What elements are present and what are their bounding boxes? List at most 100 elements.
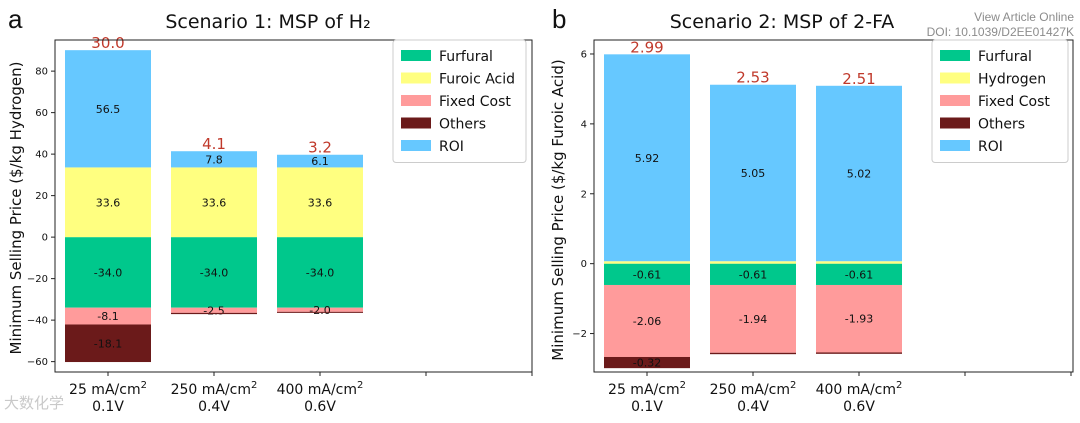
bar-b-hydrogen-1 — [710, 261, 796, 264]
bar-b-hydrogen-2 — [816, 261, 902, 264]
panel-b: b Scenario 2: MSP of 2-FA Minimum Sellin… — [549, 4, 1074, 415]
total-label-a: 3.2 — [308, 139, 332, 157]
x-tick-label-b: 0.6V — [843, 399, 875, 415]
bar-b-others-0 — [604, 356, 690, 369]
x-tick-label-a: 0.4V — [198, 399, 230, 415]
bar-b-fixed-cost-0 — [604, 284, 690, 357]
data-label-a: 33.6 — [96, 196, 121, 209]
total-label-a: 4.1 — [202, 135, 226, 153]
bar-a-furfural-0 — [65, 237, 151, 308]
y-tick-label-a: 60 — [35, 108, 48, 119]
legend-swatch-roi — [940, 140, 970, 151]
legend-label-others: Others — [978, 117, 1025, 133]
bar-a-furfural-1 — [171, 237, 257, 308]
bar-b-fixed-cost-2 — [816, 284, 902, 353]
axes-frame-b — [593, 39, 1074, 373]
bar-a-others-2 — [277, 311, 363, 313]
bar-a-roi-0 — [65, 50, 151, 168]
y-tick-label-b: 2 — [581, 189, 587, 200]
bar-b-fixed-cost-1 — [710, 284, 796, 353]
bar-a-fixed-cost-1 — [171, 307, 257, 313]
total-label-b: 2.51 — [842, 70, 875, 88]
x-tick-label-b: 0.1V — [631, 399, 663, 415]
x-tick-label-a: 400 mA/cm2 — [277, 380, 364, 398]
legend-a: Furfural Furoic Acid Fixed Cost Others ROI — [392, 39, 527, 163]
data-label-a: -2.5 — [203, 304, 224, 317]
bar-b-furfural-1 — [710, 263, 796, 285]
data-label-a: 6.1 — [311, 155, 329, 168]
bar-a-furfural-2 — [277, 237, 363, 308]
panel-label-a: a — [8, 4, 23, 34]
legend-label-furfural: Furfural — [978, 49, 1032, 65]
bar-b-furfural-2 — [816, 263, 902, 285]
data-label-a: -2.0 — [309, 304, 330, 317]
bar-a-roi-2 — [277, 154, 363, 168]
data-label-b: 5.92 — [635, 152, 660, 165]
y-tick-label-b: 0 — [581, 259, 587, 270]
bar-b-roi-2 — [816, 85, 902, 262]
legend-frame-a — [392, 39, 527, 163]
x-tick-label-b: 250 mA/cm2 — [710, 380, 797, 398]
legend-swatch-hydrogen — [940, 72, 970, 84]
legend-swatch-others — [401, 117, 431, 129]
bar-a-furoic-acid-2 — [277, 167, 363, 238]
data-label-a: -8.1 — [97, 310, 118, 323]
legend-swatch-fixed-cost — [940, 95, 970, 106]
y-tick-label-b: 4 — [581, 119, 587, 130]
data-label-b: 5.05 — [741, 167, 766, 180]
y-tick-label-a: −40 — [27, 316, 48, 327]
legend-label-hydrogen: Hydrogen — [978, 72, 1046, 88]
legend-swatch-fixed-cost — [401, 95, 431, 106]
legend-swatch-roi — [401, 140, 431, 151]
bar-b-others-2 — [816, 352, 902, 354]
legend-swatch-furfural — [940, 50, 970, 61]
x-tick-label-b: 25 mA/cm2 — [608, 380, 686, 398]
data-label-a: -34.0 — [94, 266, 122, 279]
chart-title-b: Scenario 2: MSP of 2-FA — [670, 11, 895, 33]
data-label-b: 5.02 — [847, 167, 872, 180]
legend-label-furoic-acid: Furoic Acid — [439, 72, 515, 88]
data-label-a: 33.6 — [202, 196, 227, 209]
bar-a-fixed-cost-2 — [277, 307, 363, 312]
total-label-b: 2.99 — [630, 38, 663, 56]
y-tick-label-b: −2 — [572, 329, 587, 340]
y-axis-label-b: Minimum Selling Price ($/kg Furoic Acid) — [549, 59, 567, 360]
total-label-a: 30.0 — [91, 34, 124, 52]
data-label-b: -0.61 — [633, 268, 661, 281]
x-tick-label-a: 250 mA/cm2 — [171, 380, 258, 398]
bar-a-others-0 — [65, 324, 151, 363]
data-label-a: -18.1 — [94, 337, 122, 350]
bar-a-fixed-cost-0 — [65, 307, 151, 325]
data-label-b: -0.61 — [845, 268, 873, 281]
view-article-online-watermark: View Article Online — [974, 10, 1074, 24]
legend-swatch-furfural — [401, 50, 431, 61]
total-label-b: 2.53 — [736, 69, 769, 87]
y-tick-label-a: −20 — [27, 274, 48, 285]
y-tick-label-a: 20 — [35, 191, 48, 202]
legend-label-furfural: Furfural — [439, 49, 493, 65]
chart-title-a: Scenario 1: MSP of H₂ — [165, 11, 370, 33]
logo-watermark: 大数化学 — [4, 394, 65, 412]
data-label-a: 7.8 — [205, 153, 223, 166]
bar-a-furoic-acid-1 — [171, 167, 257, 238]
legend-label-roi: ROI — [978, 139, 1003, 155]
legend-label-roi: ROI — [439, 139, 464, 155]
x-tick-label-b: 400 mA/cm2 — [816, 380, 903, 398]
legend-swatch-furoic-acid — [401, 72, 431, 84]
x-tick-label-a: 25 mA/cm2 — [69, 380, 147, 398]
panel-label-b: b — [552, 4, 566, 34]
bar-b-roi-1 — [710, 84, 796, 262]
data-label-b: -1.93 — [845, 313, 873, 326]
y-tick-label-a: 40 — [35, 150, 48, 161]
data-label-a: -34.0 — [306, 266, 334, 279]
y-tick-label-a: 0 — [42, 233, 48, 244]
legend-frame-b — [931, 39, 1069, 163]
panel-a: a Scenario 1: MSP of H₂ Minimum Selling … — [7, 4, 533, 415]
axes-frame-a — [54, 39, 533, 373]
data-label-a: 56.5 — [96, 103, 121, 116]
bar-b-roi-0 — [604, 54, 690, 262]
data-label-a: 33.6 — [308, 196, 333, 209]
